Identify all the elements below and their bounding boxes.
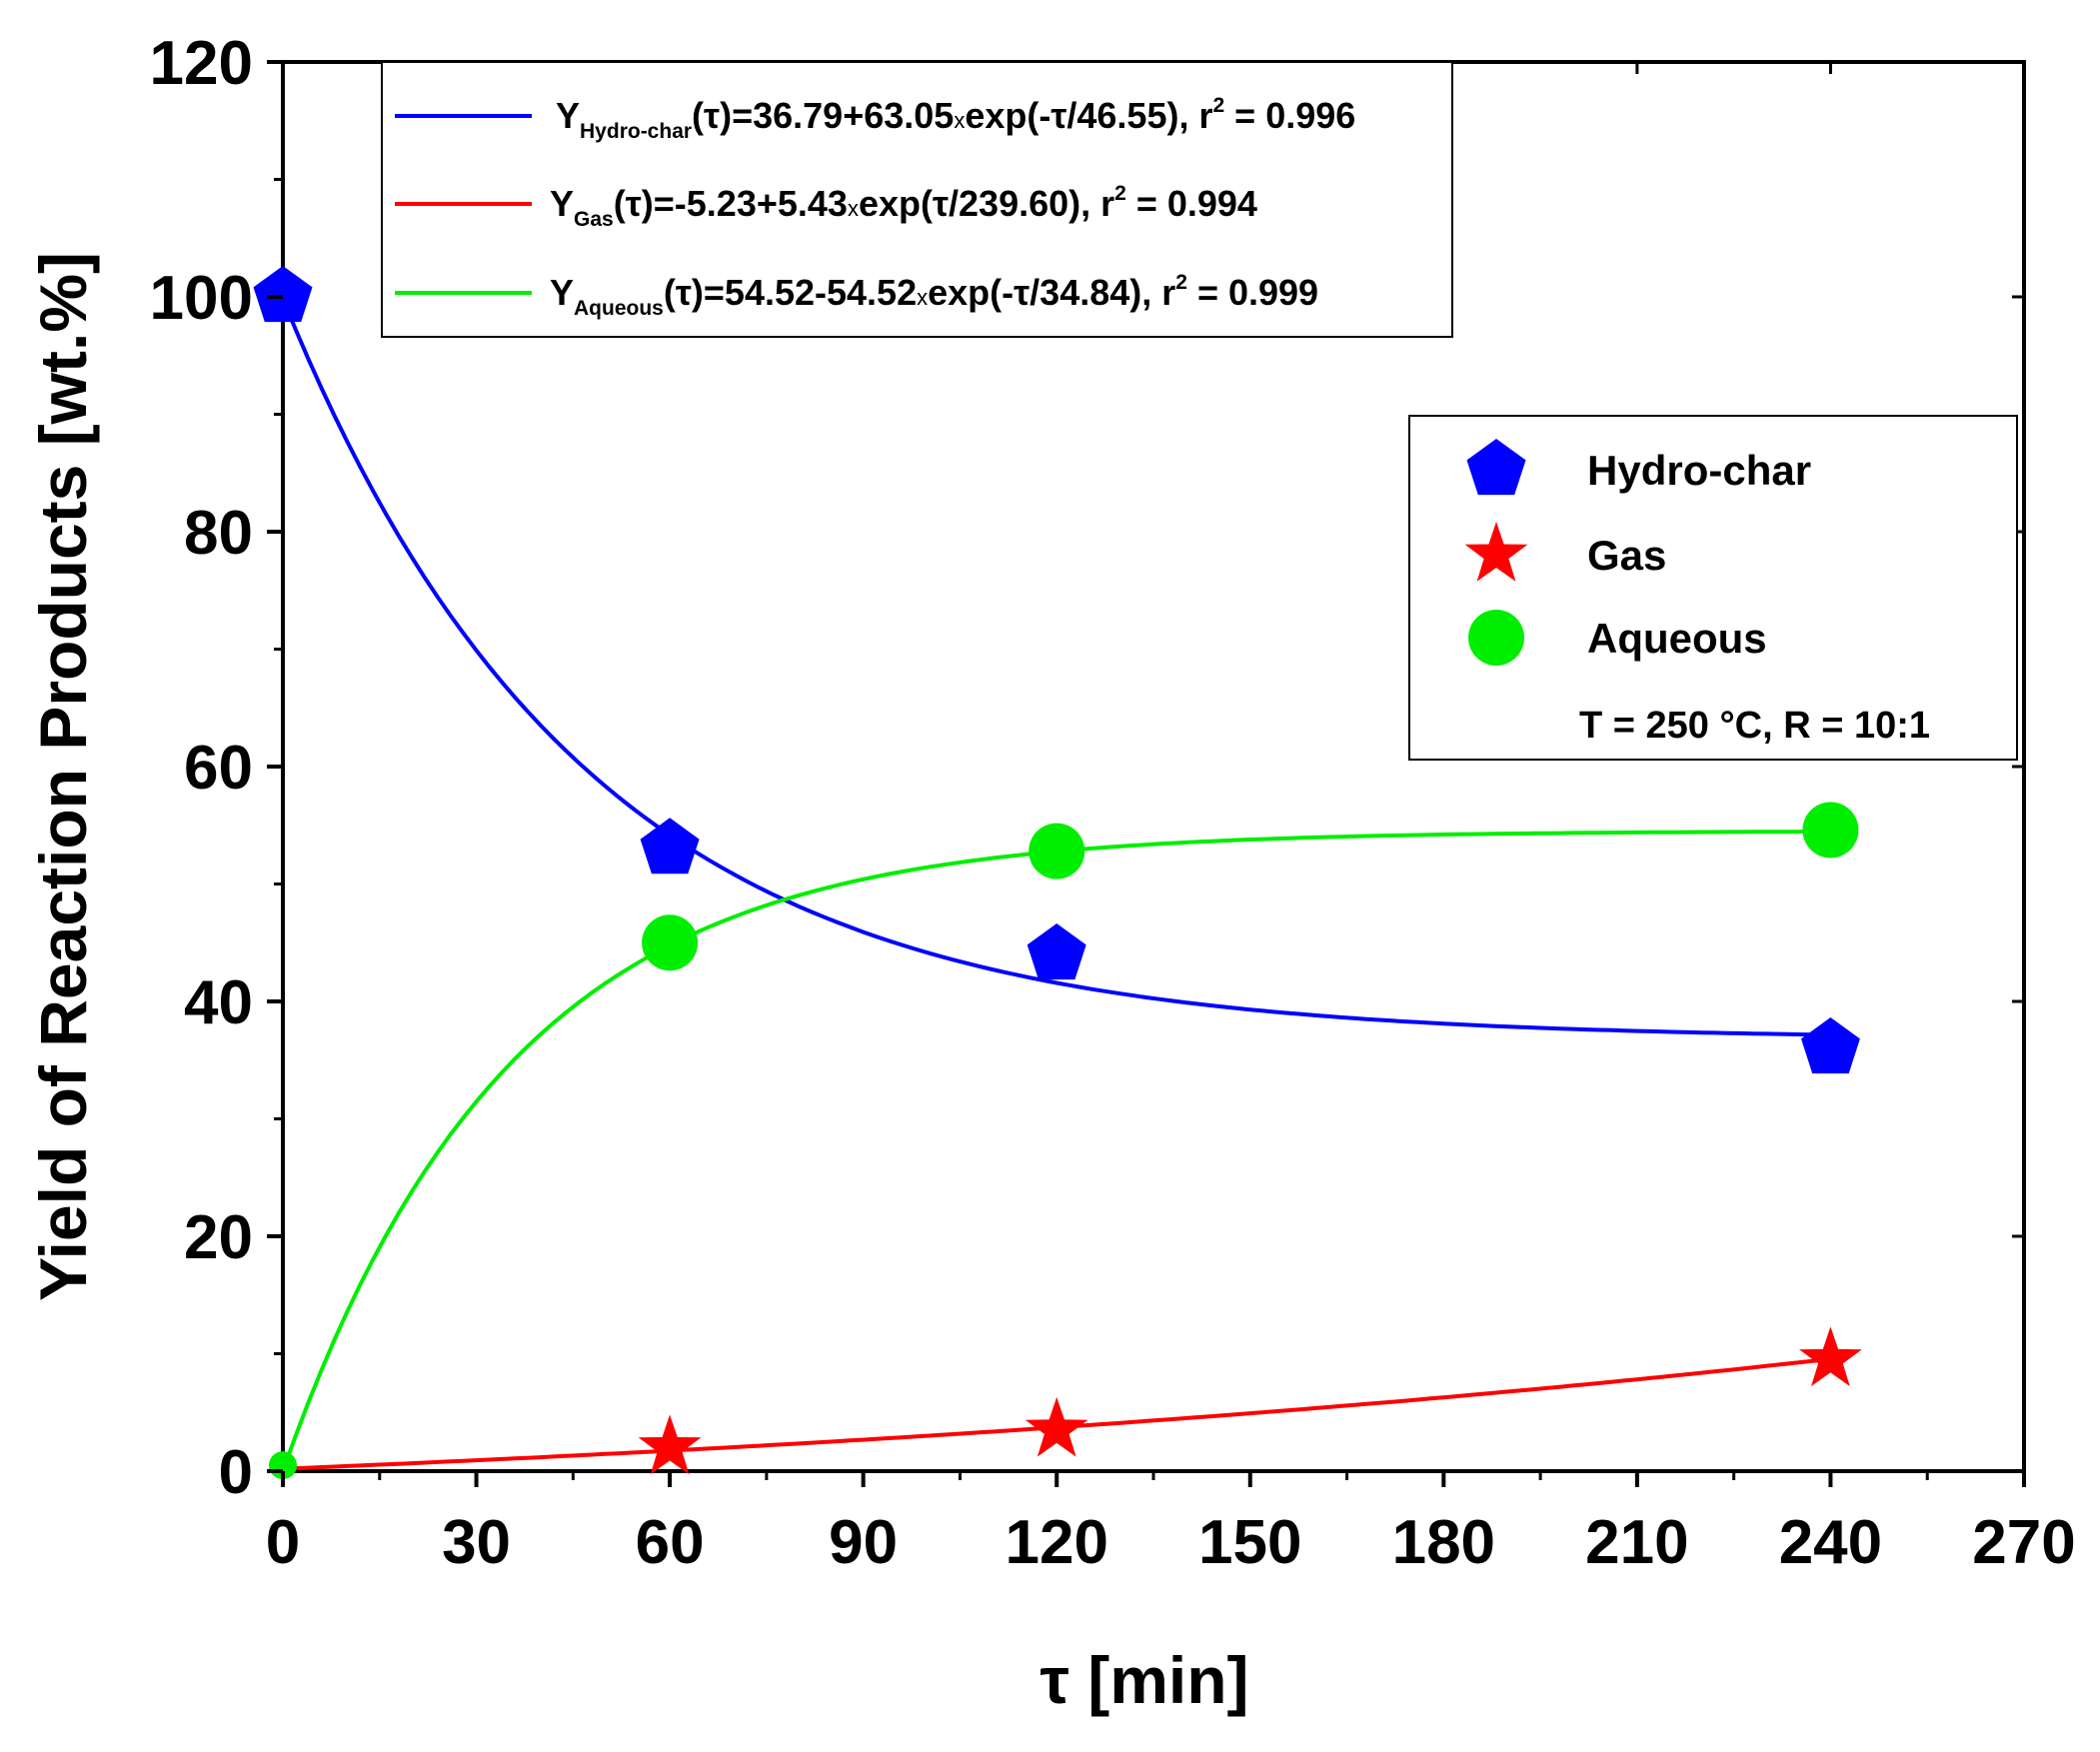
hydro-char-fit-label-mid: (τ)=36.79+63.05	[692, 95, 954, 136]
x-tick-label: 210	[1585, 1508, 1688, 1577]
x-tick-label: 30	[442, 1508, 511, 1577]
hydro-char-fit-label-main: Y	[556, 95, 580, 136]
gas-fit-label-mid: (τ)=-5.23+5.43	[614, 183, 848, 224]
gas-legend-label: Gas	[1587, 532, 1666, 579]
aqueous-data-point	[642, 914, 699, 971]
gas-fit-label-main: Y	[550, 183, 574, 224]
hydro-char-data-point	[1801, 1017, 1860, 1074]
aqueous-fit-label-sub: Aqueous	[574, 297, 664, 320]
data-markers	[253, 266, 1862, 1480]
x-tick-label: 120	[1005, 1508, 1107, 1577]
hydro-char-fit-curve	[281, 298, 1831, 1037]
hydro-char-fit-label-times: x	[954, 108, 965, 133]
hydro-char-legend-marker	[1466, 439, 1526, 496]
aqueous-fit-label-end: = 0.999	[1187, 272, 1318, 313]
aqueous-data-point	[1029, 823, 1085, 879]
hydro-char-data-point	[253, 266, 313, 323]
gas-data-point	[1025, 1396, 1088, 1457]
hydro-char-fit-label-tail: exp(-τ/46.55), r	[965, 95, 1212, 136]
fit-legend-box	[381, 61, 1453, 338]
hydro-char-fit-label-sub: Hydro-char	[580, 120, 692, 143]
gas-fit-equation: YGas(τ)=-5.23+5.43xexp(τ/239.60), r2 = 0…	[550, 182, 1257, 231]
x-tick-label: 60	[636, 1508, 705, 1577]
y-tick-label: 0	[219, 1438, 253, 1507]
fit-legend: YHydro-char(τ)=36.79+63.05xexp(-τ/46.55)…	[381, 61, 1453, 338]
gas-fit-label-end: = 0.994	[1126, 183, 1257, 224]
x-axis: 0 30 60 90 120 150 180 210 240 270	[266, 62, 2076, 1577]
aqueous-fit-label-tail: exp(-τ/34.84), r	[928, 272, 1175, 313]
gas-fit-label-sup: 2	[1114, 182, 1126, 205]
aqueous-legend-marker	[1468, 610, 1524, 666]
gas-fit-label-tail: exp(τ/239.60), r	[859, 183, 1114, 224]
y-tick-label: 60	[184, 734, 253, 803]
hydro-char-fit-label-end: = 0.996	[1224, 95, 1355, 136]
y-tick-label: 120	[150, 29, 253, 98]
x-tick-label: 90	[829, 1508, 898, 1577]
y-axis-title: Yield of Reaction Products [wt.%]	[26, 252, 100, 1301]
gas-data-point	[638, 1414, 702, 1475]
hydro-char-legend-label: Hydro-char	[1587, 447, 1811, 494]
x-tick-label: 0	[266, 1508, 300, 1577]
x-tick-label: 180	[1392, 1508, 1495, 1577]
hydro-char-data-point	[640, 818, 700, 875]
hydro-char-fit-label-sup: 2	[1212, 94, 1224, 117]
hydro-char-data-point	[1027, 923, 1086, 980]
hydro-char-fit-equation: YHydro-char(τ)=36.79+63.05xexp(-τ/46.55)…	[556, 94, 1355, 143]
conditions-annotation: T = 250 °C, R = 10:1	[1579, 705, 1930, 747]
aqueous-data-point	[1802, 802, 1859, 859]
aqueous-fit-label-main: Y	[550, 272, 574, 313]
aqueous-fit-equation: YAqueous(τ)=54.52-54.52xexp(-τ/34.84), r…	[550, 271, 1318, 320]
aqueous-fit-label-times: x	[917, 285, 928, 310]
y-tick-label: 40	[184, 968, 253, 1037]
gas-legend-marker	[1464, 522, 1528, 582]
aqueous-fit-label-sup: 2	[1175, 271, 1187, 294]
gas-data-point	[1799, 1326, 1862, 1387]
x-axis-title: τ [min]	[1040, 1643, 1248, 1717]
aqueous-legend-label: Aqueous	[1587, 615, 1767, 662]
x-tick-label: 240	[1779, 1508, 1882, 1577]
y-tick-label: 80	[184, 499, 253, 568]
y-tick-label: 20	[184, 1203, 253, 1272]
aqueous-fit-label-mid: (τ)=54.52-54.52	[664, 272, 917, 313]
x-tick-label: 270	[1972, 1508, 2075, 1577]
gas-fit-label-times: x	[848, 196, 859, 221]
y-axis: 0 20 40 60 80 100 120	[150, 29, 2024, 1507]
gas-fit-label-sub: Gas	[574, 208, 614, 231]
y-tick-label: 100	[150, 264, 253, 333]
x-tick-label: 150	[1198, 1508, 1301, 1577]
marker-legend: Hydro-char Gas Aqueous T = 250 °C, R = 10:…	[1408, 415, 2018, 761]
